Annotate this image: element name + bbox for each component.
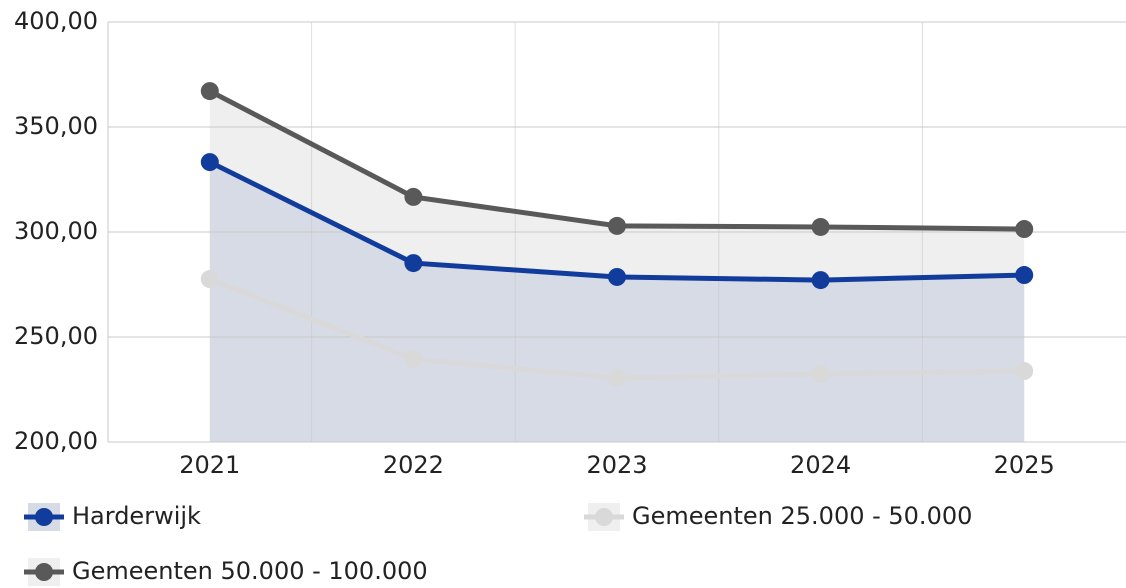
- legend-marker: [595, 508, 613, 526]
- data-point: [608, 368, 626, 387]
- data-point: [811, 217, 830, 236]
- y-tick-label: 350,00: [14, 112, 98, 140]
- y-tick-label: 200,00: [14, 427, 98, 455]
- data-point: [608, 216, 626, 235]
- data-point: [404, 254, 423, 273]
- x-tick-label: 2024: [790, 451, 851, 479]
- data-point: [404, 187, 423, 206]
- legend-marker: [35, 508, 53, 526]
- y-tick-label: 300,00: [14, 217, 98, 245]
- legend-label: Gemeenten 25.000 - 50.000: [632, 502, 972, 530]
- data-point: [811, 271, 830, 290]
- data-point: [1015, 266, 1034, 285]
- x-tick-label: 2022: [383, 451, 444, 479]
- x-tick-label: 2025: [994, 451, 1055, 479]
- x-tick-label: 2021: [179, 451, 240, 479]
- data-point: [1015, 362, 1034, 381]
- y-tick-label: 400,00: [14, 7, 98, 35]
- legend-label: Gemeenten 50.000 - 100.000: [72, 557, 428, 585]
- x-tick-label: 2023: [586, 451, 647, 479]
- legend-label: Harderwijk: [72, 502, 201, 530]
- data-point: [200, 82, 219, 101]
- data-point: [200, 270, 219, 289]
- legend-marker: [35, 563, 53, 581]
- data-point: [811, 364, 830, 383]
- data-point: [404, 350, 423, 369]
- data-point: [200, 153, 219, 172]
- y-tick-label: 250,00: [14, 322, 98, 350]
- data-point: [1015, 220, 1034, 239]
- data-point: [608, 267, 626, 286]
